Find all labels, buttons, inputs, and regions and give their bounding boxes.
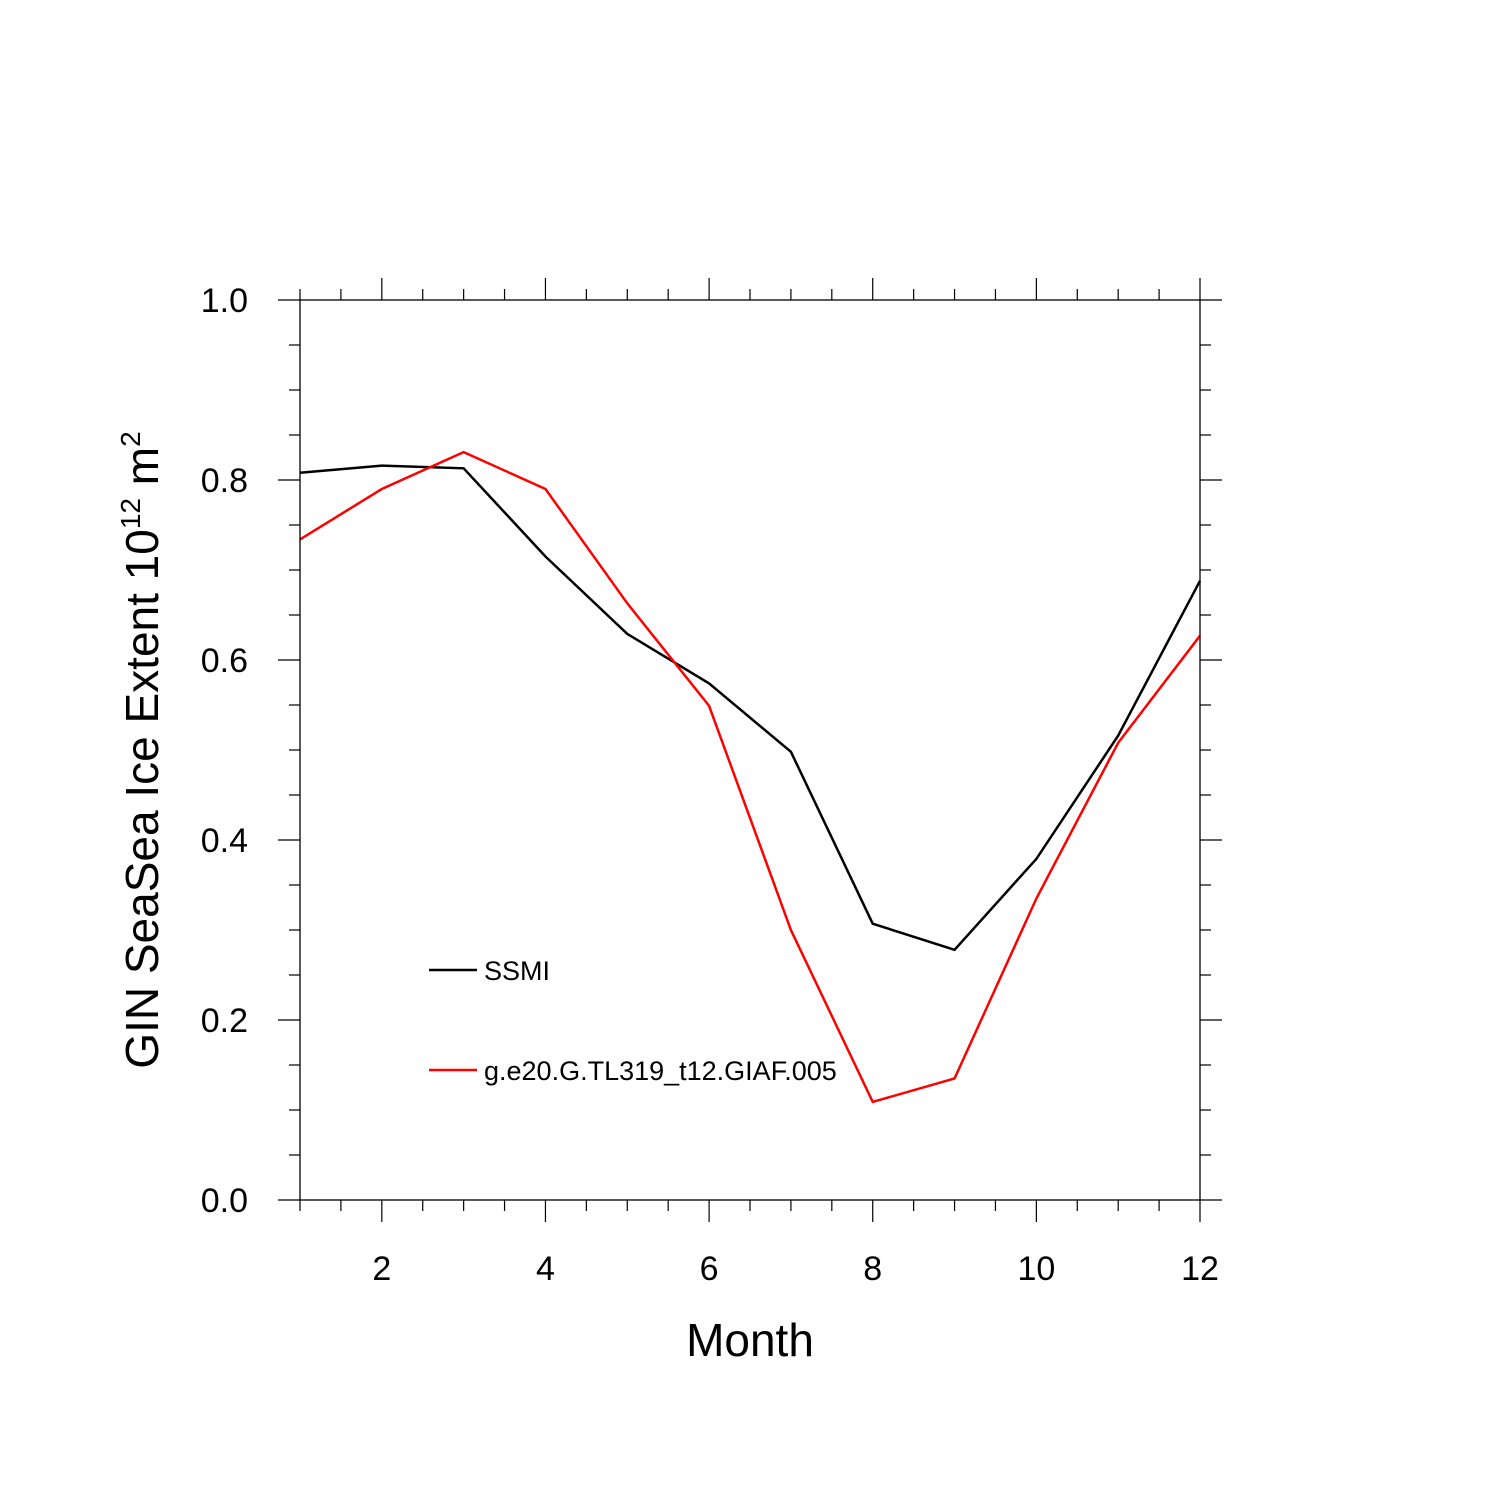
x-tick-label: 8: [863, 1250, 882, 1288]
y-tick-label: 0.8: [201, 462, 248, 500]
series-line-ssmi: [299, 464, 1202, 952]
tick-labels-layer: 2 4 6 8 10 12 0.0 0.2 0.4 0.6 0.8 1.0: [201, 282, 1219, 1288]
y-tick-label: 0.2: [201, 1002, 248, 1040]
series-layer: [299, 450, 1202, 1104]
y-axis-title-exp1: 12: [115, 498, 146, 529]
x-tick-label: 2: [372, 1250, 391, 1288]
y-tick-label: 0.4: [201, 822, 248, 860]
x-tick-label: 4: [536, 1250, 555, 1288]
legend: SSMI g.e20.G.TL319_t12.GIAF.005: [429, 956, 837, 1086]
x-tick-label: 12: [1181, 1250, 1219, 1288]
x-axis-title: Month: [686, 1314, 814, 1366]
y-tick-label: 0.6: [201, 642, 248, 680]
y-axis-title-unit: m: [116, 447, 168, 498]
plot-frame: [299, 299, 1201, 1201]
x-tick-label: 6: [700, 1250, 719, 1288]
legend-label-model: g.e20.G.TL319_t12.GIAF.005: [484, 1056, 837, 1086]
x-tick-label: 10: [1017, 1250, 1055, 1288]
y-axis-title: GIN SeaSea Ice Extent 1012 m2: [115, 431, 168, 1068]
legend-label-ssmi: SSMI: [484, 956, 550, 986]
y-axis-title-main: GIN SeaSea Ice Extent 10: [116, 529, 168, 1069]
y-tick-label: 0.0: [201, 1182, 248, 1220]
y-tick-label: 1.0: [201, 282, 248, 320]
ticks-layer: [278, 278, 1222, 1222]
series-line-model: [299, 450, 1201, 1104]
y-axis-title-exp2: 2: [115, 431, 146, 447]
